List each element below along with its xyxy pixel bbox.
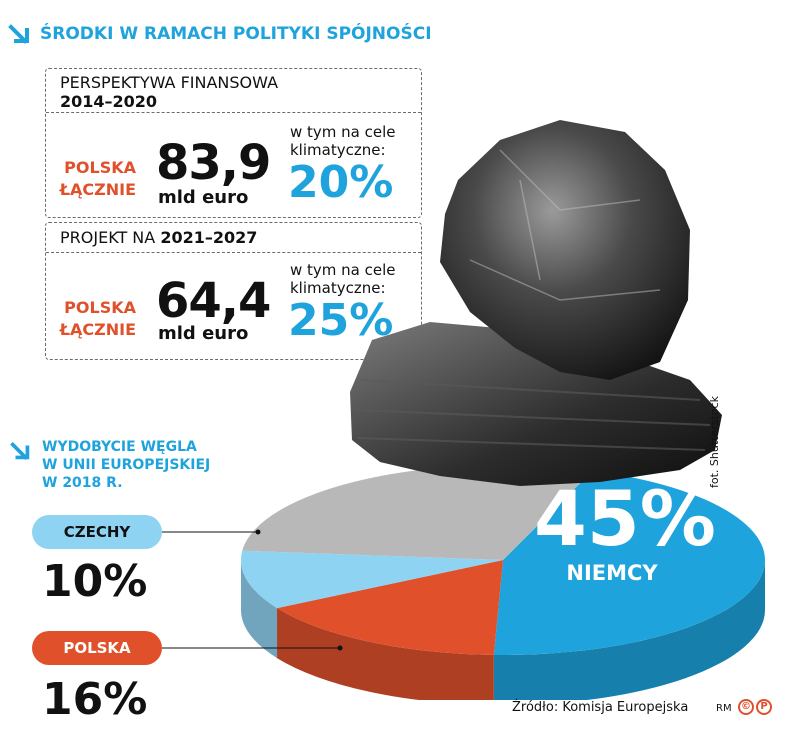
- funding-panel-2021-2027: PROJEKT NA 2021–2027 POLSKA ŁĄCZNIE 64,4…: [45, 222, 422, 360]
- pie-side-wall: [241, 560, 765, 700]
- region-label: POLSKA ŁĄCZNIE: [59, 298, 136, 339]
- climate-note: w tym na cele klimatyczne:: [290, 123, 396, 159]
- pie-top: [241, 464, 766, 655]
- divider: [46, 252, 421, 253]
- arrow-down-right-icon: [8, 24, 29, 44]
- panel-label: PROJEKT NA 2021–2027: [60, 228, 258, 247]
- polska-percentage: 16%: [42, 674, 148, 725]
- pie-side-polska: [277, 608, 494, 700]
- czechy-percentage: 10%: [42, 556, 148, 607]
- pie-slice-other: [242, 464, 593, 560]
- copyright-icon: ©: [738, 699, 754, 715]
- panel-label: PERSPEKTYWA FINANSOWA: [60, 73, 279, 92]
- source-note: Źródło: Komisja Europejska: [512, 700, 689, 715]
- arrow-down-right-icon: [10, 441, 30, 461]
- climate-note: w tym na cele klimatyczne:: [290, 261, 396, 297]
- amount-unit: mld euro: [158, 323, 249, 344]
- pie-labels: 45% NIEMCY: [534, 474, 716, 585]
- amount-value: 64,4: [156, 273, 271, 329]
- pie-side-czechy: [241, 560, 278, 659]
- coal-pie-chart: 45% NIEMCY: [241, 120, 766, 700]
- amount-unit: mld euro: [158, 187, 249, 208]
- climate-percentage: 25%: [288, 295, 394, 346]
- page-title: ŚRODKI W RAMACH POLITYKI SPÓJNOŚCI: [40, 24, 432, 44]
- coal-lumps-image: [350, 120, 722, 486]
- slice-label-germany: NIEMCY: [566, 561, 658, 585]
- climate-percentage: 20%: [288, 157, 394, 208]
- panel-years: 2014–2020: [60, 92, 158, 111]
- slice-label-germany-value: 45%: [534, 474, 716, 563]
- pie-slice-polska: [277, 560, 503, 655]
- legend-czechy-label: CZECHY: [32, 515, 162, 549]
- legend-polska-label: POLSKA: [32, 631, 162, 665]
- pie-side-niemcy: [493, 560, 765, 700]
- photo-credit: fot. Shutterstock: [708, 396, 721, 488]
- publisher-icon: P: [756, 699, 772, 715]
- coal-section-title: WYDOBYCIE WĘGLA W UNII EUROPEJSKIEJ W 20…: [42, 439, 211, 491]
- author-mark: RM: [716, 703, 732, 714]
- pie-slice-czechy: [241, 550, 503, 609]
- divider: [46, 112, 421, 113]
- region-label: POLSKA ŁĄCZNIE: [59, 158, 136, 199]
- funding-panel-2014-2020: PERSPEKTYWA FINANSOWA 2014–2020 POLSKA Ł…: [45, 68, 422, 218]
- pie-slice-niemcy: [493, 470, 766, 655]
- amount-value: 83,9: [156, 135, 271, 191]
